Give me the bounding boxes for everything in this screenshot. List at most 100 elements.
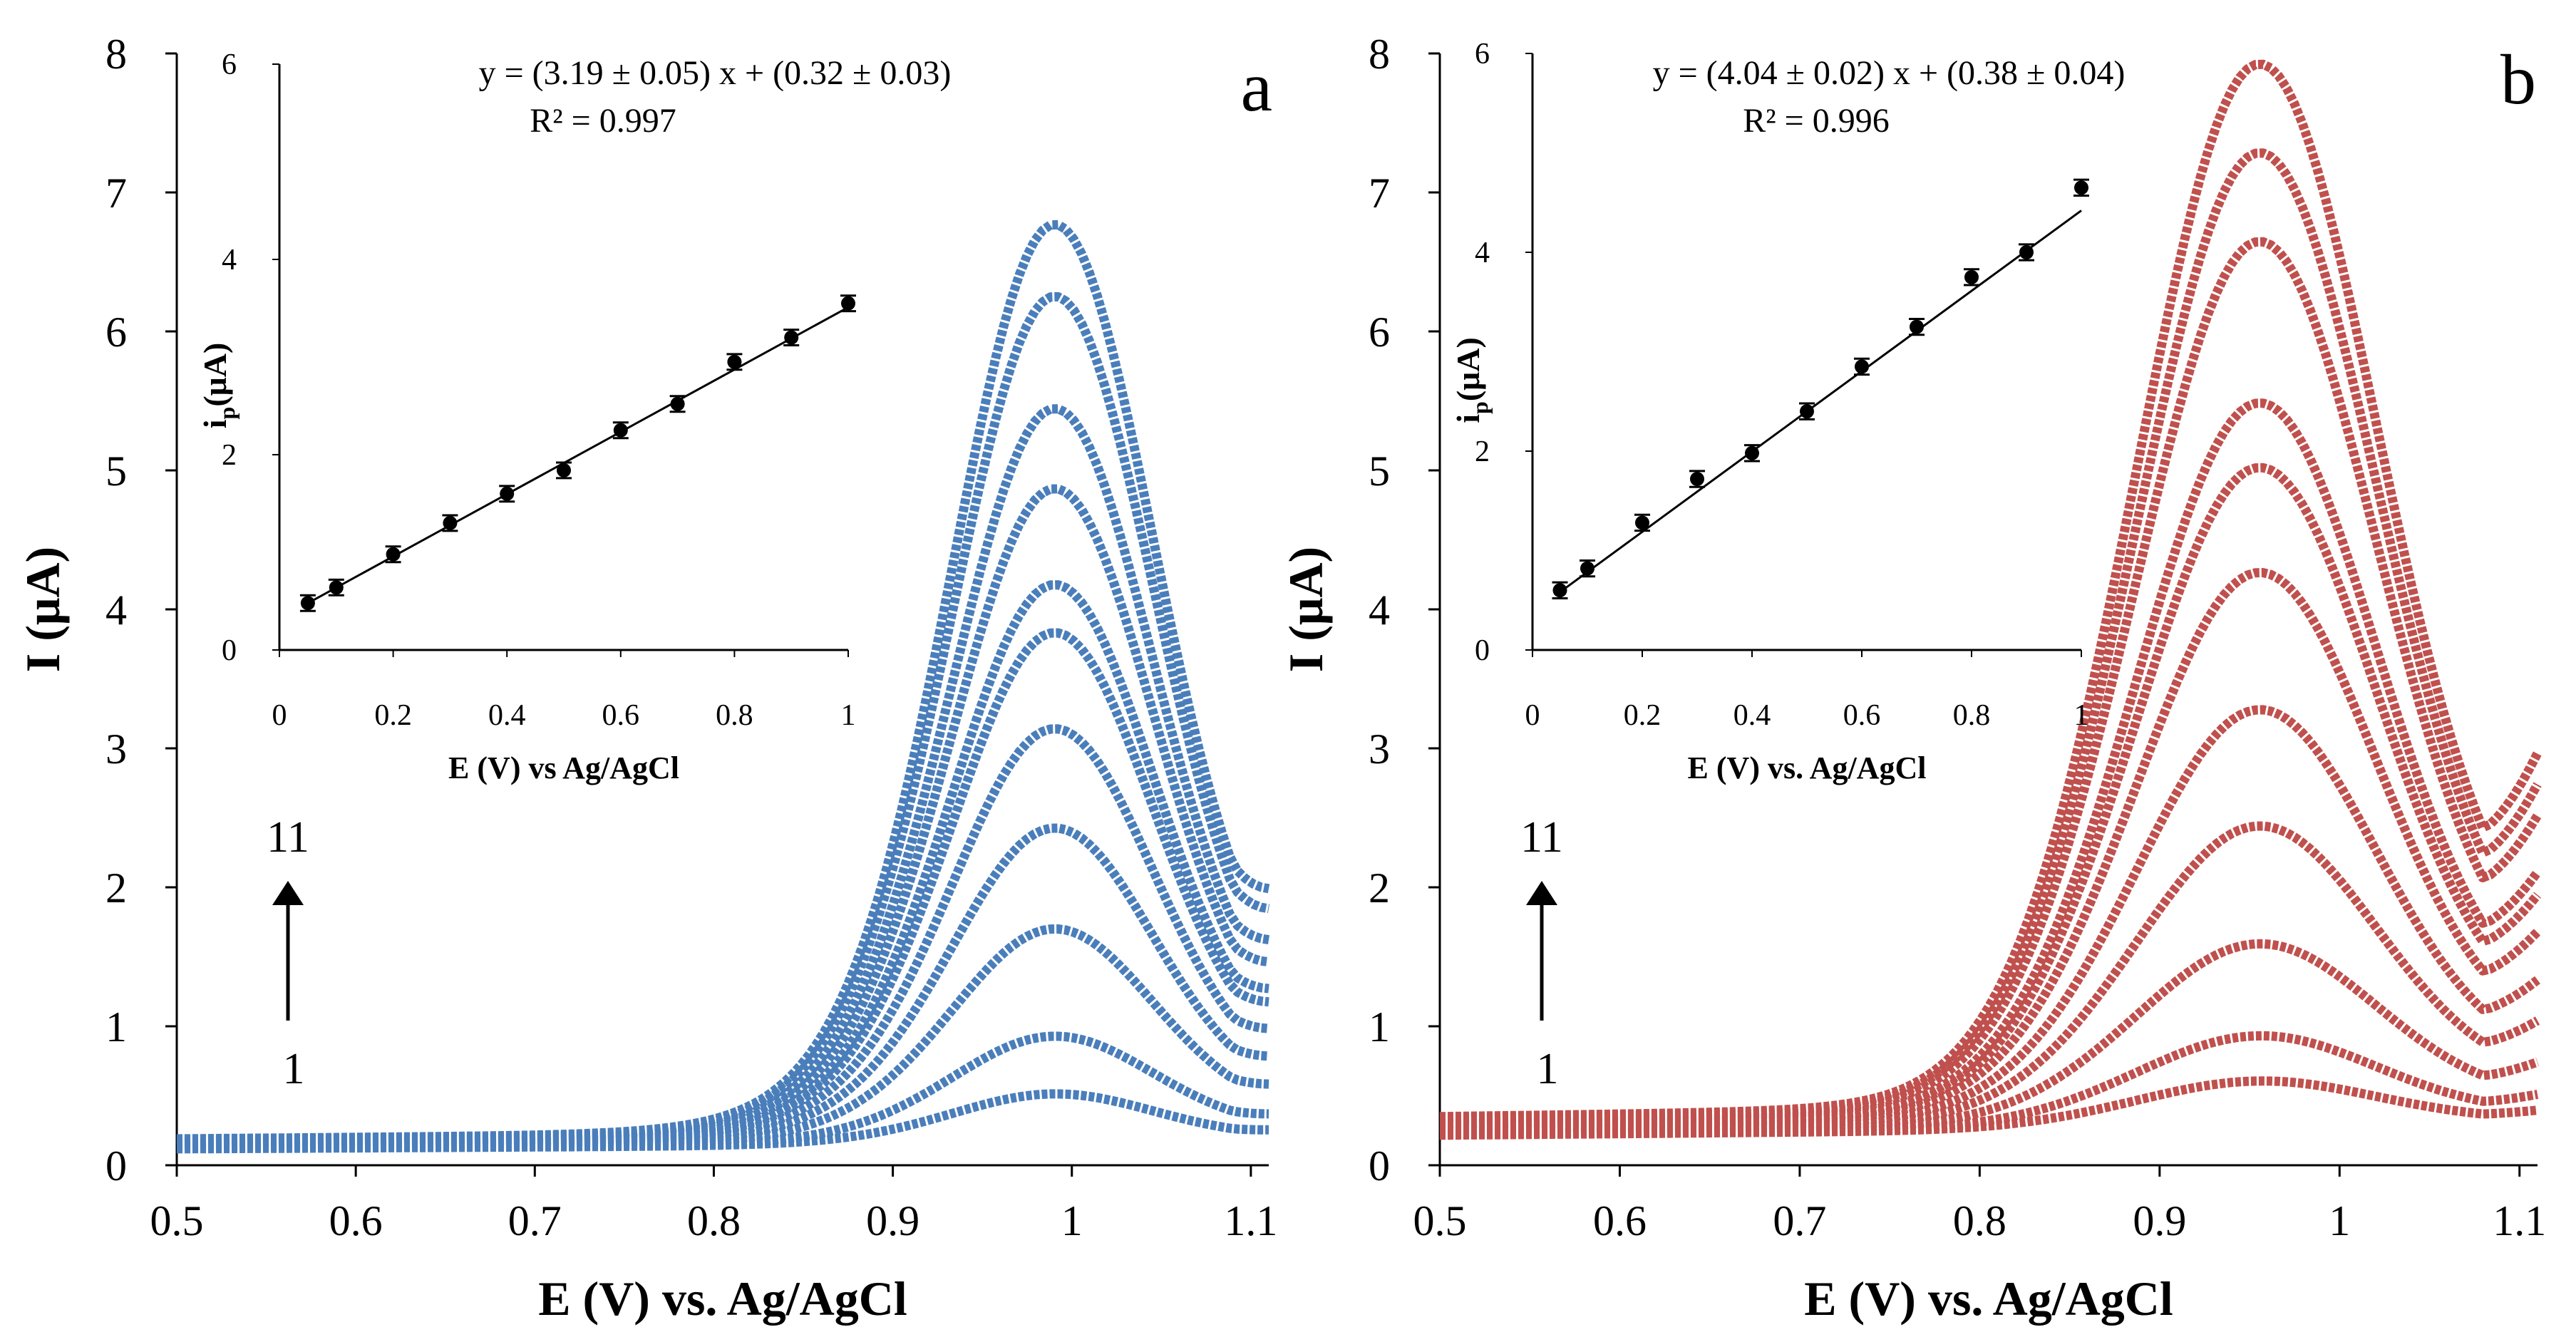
inset-fit-equation: y = (4.04 ± 0.02) x + (0.38 ± 0.04) — [1653, 54, 2126, 92]
y-tick-label: 4 — [1369, 587, 1390, 634]
panel-label: b — [2500, 40, 2536, 119]
inset-y-title-unit: (μA) — [197, 343, 233, 407]
inset-y-title-sub: p — [1467, 401, 1493, 414]
inset-x-axis-title: E (V) vs Ag/AgCl — [448, 750, 679, 785]
x-axis-title: E (V) vs. Ag/AgCl — [538, 1271, 907, 1326]
y-tick-label: 0 — [105, 1142, 127, 1189]
y-tick-label: 7 — [105, 170, 127, 217]
x-tick-label: 0.9 — [2133, 1197, 2186, 1244]
y-axis-title: I (μA) — [16, 547, 70, 672]
inset-plot: 0 0.2 0.4 0.6 0.8 1 0 2 4 6 E (V) vs Ag/AgCl ip(μA)… — [197, 48, 951, 785]
inset-data-point — [840, 294, 856, 313]
x-tick-label: 1.1 — [2493, 1197, 2546, 1244]
inset-data-point — [2019, 243, 2034, 262]
arrow-head — [1526, 881, 1557, 905]
inset-data-point — [442, 514, 458, 532]
y-tick-label: 2 — [105, 864, 127, 912]
inset-marker — [1635, 515, 1649, 530]
inset-data-point — [385, 545, 401, 564]
inset-marker — [841, 296, 855, 311]
y-tick-label: 3 — [1369, 726, 1390, 773]
inset-y-tick-label: 4 — [222, 244, 237, 277]
inset-marker — [329, 580, 344, 595]
inset-x-tick-label: 0.2 — [374, 699, 412, 732]
x-tick-label: 0.5 — [150, 1197, 204, 1244]
inset-y-tick-label: 0 — [222, 634, 237, 667]
inset-marker — [500, 486, 515, 501]
inset-data-point — [783, 329, 800, 347]
inset-x-tick-label: 0 — [272, 699, 287, 732]
inset-data-point — [556, 461, 572, 480]
x-tick-label: 1.1 — [1224, 1197, 1277, 1244]
inset-data-point — [299, 594, 316, 612]
inset-y-title-sub: p — [214, 407, 239, 420]
y-axis-title: I (μA) — [1279, 547, 1333, 672]
y-tick-label: 7 — [1369, 170, 1390, 217]
y-tick-label: 5 — [1369, 448, 1390, 495]
inset-data-point — [1552, 581, 1568, 599]
inset-marker — [613, 423, 628, 438]
series-curve-4 — [1439, 821, 2540, 1135]
inset-x-tick-label: 0.6 — [602, 699, 640, 732]
inset-y-tick-label: 4 — [1475, 237, 1490, 269]
inset-y-tick-label: 6 — [1475, 38, 1490, 71]
inset-data-point — [1689, 470, 1705, 488]
inset-data-point — [1799, 402, 1815, 420]
panel-label: a — [1241, 47, 1272, 126]
inset-fit-line — [1559, 210, 2082, 594]
series-curve-11 — [1439, 59, 2542, 1122]
inset-y-tick-label: 0 — [1475, 634, 1490, 667]
inset-x-tick-label: 0.4 — [1733, 699, 1771, 732]
inset-y-tick-label: 2 — [1475, 435, 1490, 468]
inset-data-point — [1580, 559, 1595, 578]
inset-marker — [386, 547, 401, 562]
x-tick-label: 0.7 — [1773, 1197, 1826, 1244]
inset-y-axis-title: ip(μA) — [197, 343, 239, 429]
y-tick-label: 2 — [1369, 864, 1390, 912]
inset-x-tick-label: 1 — [2074, 699, 2089, 732]
y-tick-label: 0 — [1369, 1142, 1390, 1189]
y-tick-label: 3 — [105, 726, 127, 773]
series-curve-10 — [1439, 148, 2542, 1123]
inset-marker — [1800, 404, 1814, 419]
arrow-end-label: 11 — [1520, 813, 1563, 862]
inset-marker — [1964, 269, 1979, 284]
inset-data-point — [499, 485, 515, 503]
inset-marker — [1690, 472, 1704, 487]
y-tick-label: 8 — [1369, 31, 1390, 78]
inset-data-point — [2073, 178, 2089, 197]
inset-marker — [557, 463, 571, 478]
inset-marker — [1745, 445, 1759, 460]
curves-group — [1439, 59, 2542, 1140]
inset-x-tick-label: 0.8 — [1953, 699, 1991, 732]
inset-marker — [1910, 319, 1924, 334]
x-tick-label: 1 — [2329, 1197, 2350, 1244]
series-curve-11 — [177, 220, 1270, 1144]
inset-x-tick-label: 0.2 — [1624, 699, 1661, 732]
inset-marker — [670, 396, 685, 411]
inset-y-title-unit: (μA) — [1450, 337, 1486, 401]
inset-data-point — [1744, 444, 1760, 463]
inset-data-point — [669, 395, 686, 413]
inset-data-point — [328, 578, 344, 597]
y-tick-label: 6 — [105, 309, 127, 356]
y-tick-label: 4 — [105, 587, 127, 634]
series-curve-3 — [176, 924, 1269, 1152]
inset-marker — [2019, 245, 2034, 259]
inset-marker — [1580, 561, 1594, 576]
x-tick-label: 0.8 — [687, 1197, 741, 1244]
inset-data-point — [1854, 357, 1870, 376]
inset-marker — [443, 515, 458, 530]
arrow-end-label: 11 — [267, 813, 309, 862]
inset-marker — [2074, 180, 2088, 195]
inset-y-title-main: i — [197, 419, 233, 428]
inset-r-squared: R² = 0.997 — [530, 102, 676, 140]
inset-x-tick-label: 0.6 — [1843, 699, 1881, 732]
inset-data-point — [1909, 317, 1925, 336]
inset-fit-equation: y = (3.19 ± 0.05) x + (0.32 ± 0.03) — [479, 54, 952, 92]
inset-y-tick-label: 2 — [222, 439, 237, 472]
inset-data-point — [1634, 513, 1650, 532]
inset-y-axis-title: ip(μA) — [1450, 337, 1493, 423]
inset-x-tick-label: 0 — [1525, 699, 1540, 732]
